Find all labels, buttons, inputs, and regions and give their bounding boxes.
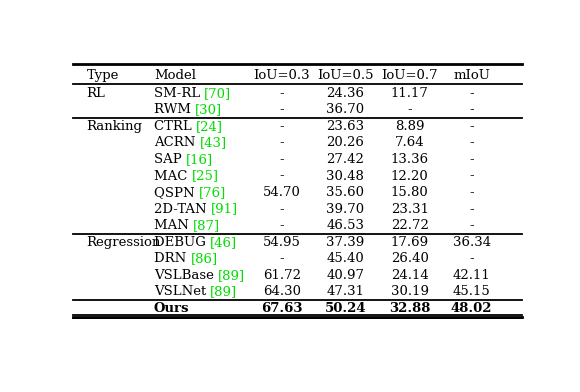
- Text: 36.34: 36.34: [452, 236, 491, 249]
- Text: -: -: [469, 103, 474, 116]
- Text: -: -: [280, 169, 284, 183]
- Text: -: -: [280, 136, 284, 149]
- Text: 36.70: 36.70: [326, 103, 364, 116]
- Text: 15.80: 15.80: [391, 186, 429, 199]
- Text: -: -: [469, 87, 474, 100]
- Text: -: -: [469, 219, 474, 232]
- Text: 50.24: 50.24: [324, 302, 366, 315]
- Text: 2D-TAN: 2D-TAN: [154, 203, 211, 216]
- Text: 12.20: 12.20: [391, 169, 429, 183]
- Text: -: -: [280, 252, 284, 265]
- Text: [43]: [43]: [200, 136, 227, 149]
- Text: 54.70: 54.70: [263, 186, 300, 199]
- Text: 20.26: 20.26: [327, 136, 364, 149]
- Text: -: -: [280, 120, 284, 133]
- Text: 46.53: 46.53: [327, 219, 364, 232]
- Text: Type: Type: [86, 69, 119, 82]
- Text: -: -: [280, 203, 284, 216]
- Text: RWM: RWM: [154, 103, 195, 116]
- Text: -: -: [469, 169, 474, 183]
- Text: [16]: [16]: [186, 153, 213, 166]
- Text: 48.02: 48.02: [451, 302, 492, 315]
- Text: Ranking: Ranking: [86, 120, 143, 133]
- Text: -: -: [469, 186, 474, 199]
- Text: 30.48: 30.48: [327, 169, 364, 183]
- Text: DEBUG: DEBUG: [154, 236, 210, 249]
- Text: -: -: [469, 203, 474, 216]
- Text: 22.72: 22.72: [391, 219, 429, 232]
- Text: ACRN: ACRN: [154, 136, 200, 149]
- Text: [89]: [89]: [211, 285, 237, 298]
- Text: 24.36: 24.36: [327, 87, 364, 100]
- Text: -: -: [280, 219, 284, 232]
- Text: 42.11: 42.11: [453, 269, 491, 282]
- Text: 7.64: 7.64: [395, 136, 425, 149]
- Text: [76]: [76]: [199, 186, 226, 199]
- Text: QSPN: QSPN: [154, 186, 199, 199]
- Text: CTRL: CTRL: [154, 120, 196, 133]
- Text: 64.30: 64.30: [263, 285, 301, 298]
- Text: 13.36: 13.36: [390, 153, 429, 166]
- Text: -: -: [469, 252, 474, 265]
- Text: DRN: DRN: [154, 252, 190, 265]
- Text: -: -: [280, 153, 284, 166]
- Text: RL: RL: [86, 87, 106, 100]
- Text: 17.69: 17.69: [390, 236, 429, 249]
- Text: mIoU: mIoU: [453, 69, 490, 82]
- Text: -: -: [469, 136, 474, 149]
- Text: 32.88: 32.88: [389, 302, 430, 315]
- Text: MAC: MAC: [154, 169, 191, 183]
- Text: 23.63: 23.63: [326, 120, 364, 133]
- Text: [89]: [89]: [218, 269, 245, 282]
- Text: IoU=0.7: IoU=0.7: [381, 69, 438, 82]
- Text: [91]: [91]: [211, 203, 238, 216]
- Text: [30]: [30]: [195, 103, 222, 116]
- Text: SM-RL: SM-RL: [154, 87, 204, 100]
- Text: 30.19: 30.19: [390, 285, 429, 298]
- Text: [86]: [86]: [190, 252, 218, 265]
- Text: VSLNet: VSLNet: [154, 285, 211, 298]
- Text: [87]: [87]: [193, 219, 220, 232]
- Text: -: -: [280, 87, 284, 100]
- Text: 45.15: 45.15: [453, 285, 491, 298]
- Text: Regression: Regression: [86, 236, 161, 249]
- Text: 26.40: 26.40: [391, 252, 429, 265]
- Text: 37.39: 37.39: [326, 236, 364, 249]
- Text: [46]: [46]: [210, 236, 237, 249]
- Text: SAP: SAP: [154, 153, 186, 166]
- Text: 8.89: 8.89: [395, 120, 425, 133]
- Text: 67.63: 67.63: [261, 302, 303, 315]
- Text: -: -: [469, 153, 474, 166]
- Text: 54.95: 54.95: [263, 236, 300, 249]
- Text: 27.42: 27.42: [327, 153, 364, 166]
- Text: -: -: [407, 103, 412, 116]
- Text: 40.97: 40.97: [327, 269, 364, 282]
- Text: Ours: Ours: [154, 302, 190, 315]
- Text: -: -: [280, 103, 284, 116]
- Text: IoU=0.3: IoU=0.3: [253, 69, 310, 82]
- Text: [24]: [24]: [196, 120, 223, 133]
- Text: -: -: [469, 120, 474, 133]
- Text: [70]: [70]: [204, 87, 231, 100]
- Text: [25]: [25]: [191, 169, 219, 183]
- Text: 11.17: 11.17: [391, 87, 429, 100]
- Text: 23.31: 23.31: [390, 203, 429, 216]
- Text: IoU=0.5: IoU=0.5: [317, 69, 374, 82]
- Text: 39.70: 39.70: [326, 203, 364, 216]
- Text: Model: Model: [154, 69, 196, 82]
- Text: MAN: MAN: [154, 219, 193, 232]
- Text: 45.40: 45.40: [327, 252, 364, 265]
- Text: VSLBase: VSLBase: [154, 269, 218, 282]
- Text: 61.72: 61.72: [263, 269, 301, 282]
- Text: 24.14: 24.14: [391, 269, 429, 282]
- Text: 47.31: 47.31: [327, 285, 364, 298]
- Text: 35.60: 35.60: [327, 186, 364, 199]
